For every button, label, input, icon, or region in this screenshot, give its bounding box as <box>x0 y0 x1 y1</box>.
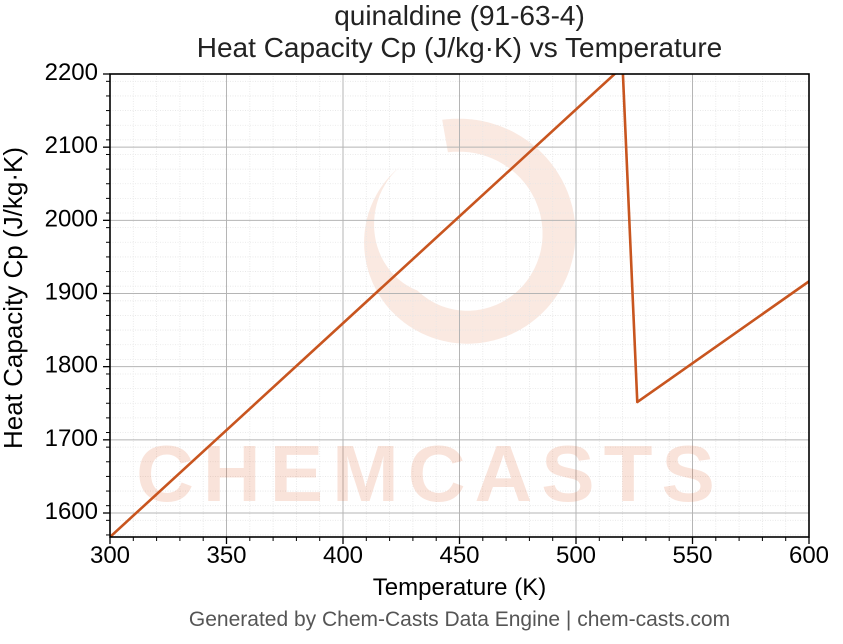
svg-text:1900: 1900 <box>45 279 98 306</box>
svg-text:300: 300 <box>90 542 130 569</box>
svg-text:350: 350 <box>206 542 246 569</box>
svg-text:2000: 2000 <box>45 205 98 232</box>
svg-text:2100: 2100 <box>45 132 98 159</box>
svg-text:1800: 1800 <box>45 352 98 379</box>
svg-text:400: 400 <box>323 542 363 569</box>
svg-text:2200: 2200 <box>45 59 98 86</box>
svg-text:500: 500 <box>556 542 596 569</box>
svg-text:450: 450 <box>439 542 479 569</box>
svg-text:600: 600 <box>789 542 829 569</box>
svg-text:550: 550 <box>672 542 712 569</box>
